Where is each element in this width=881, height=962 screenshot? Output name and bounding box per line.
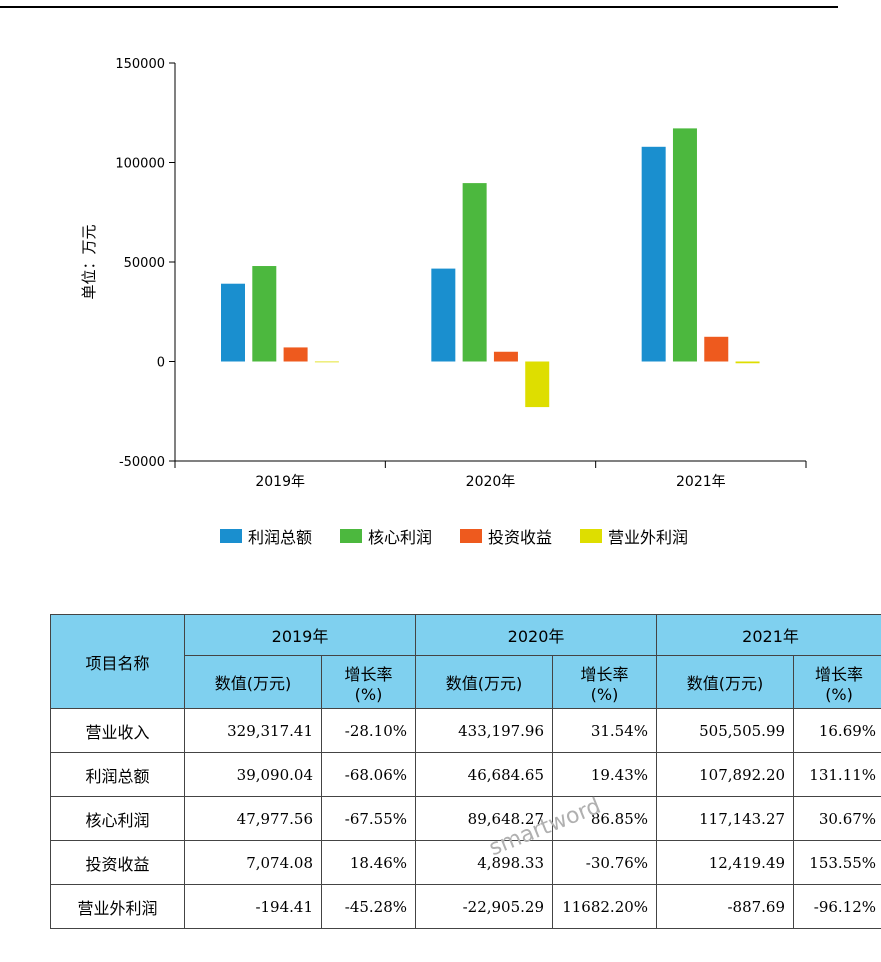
- legend-item: 核心利润: [340, 524, 432, 548]
- year-header: 2020年: [415, 614, 658, 656]
- growth-header: 增长率 (%): [552, 655, 658, 709]
- bar-1-2: [431, 268, 456, 362]
- y-tick-label: 100000: [115, 157, 165, 172]
- table-cell: -96.12%: [793, 884, 881, 929]
- table-row: 营业收入 329,317.41 -28.10% 433,197.96 31.54% 505…: [50, 708, 881, 753]
- table-cell: 7,074.08: [184, 840, 322, 885]
- legend-label: 核心利润: [368, 528, 433, 547]
- table-cell: 86.85%: [552, 796, 658, 841]
- table-cell: -28.10%: [320, 708, 417, 753]
- table-row: 利润总额 39,090.04 -68.06% 46,684.65 19.43% 107,8…: [50, 752, 881, 797]
- bar-2-2: [462, 183, 487, 362]
- legend-item: 利润总额: [220, 524, 312, 548]
- value-header: 数值(万元): [415, 655, 554, 709]
- row-label: 利润总额: [50, 752, 185, 797]
- table-cell: 153.55%: [793, 840, 881, 885]
- y-axis-label: 单位：万元: [80, 224, 98, 299]
- financial-data-table: 项目名称 2019年 2020年 2021年 数值(万元) 增长率 (%) 数值(…: [50, 614, 881, 929]
- data-table-wrapper: 项目名称 2019年 2020年 2021年 数值(万元) 增长率 (%) 数值(…: [50, 614, 881, 929]
- bar-3-3: [704, 336, 729, 362]
- legend-item: 营业外利润: [580, 524, 688, 548]
- legend-label: 投资收益: [488, 528, 553, 547]
- table-cell: -67.55%: [320, 796, 417, 841]
- table-cell: -30.76%: [552, 840, 658, 885]
- bar-3-1: [283, 347, 308, 362]
- table-cell: 47,977.56: [184, 796, 322, 841]
- bar-2-3: [672, 128, 697, 362]
- table-cell: 16.69%: [793, 708, 881, 753]
- table-cell: 39,090.04: [184, 752, 322, 797]
- year-header: 2021年: [656, 614, 881, 656]
- table-cell: 31.54%: [552, 708, 658, 753]
- row-label: 营业收入: [50, 708, 185, 753]
- x-tick-label: 2021年: [676, 474, 726, 490]
- y-tick-label: 50000: [124, 256, 165, 271]
- table-cell: -194.41: [184, 884, 322, 929]
- x-tick-label: 2019年: [255, 474, 305, 490]
- growth-header: 增长率 (%): [320, 655, 417, 709]
- legend-label: 利润总额: [248, 528, 313, 547]
- table-cell: -45.28%: [320, 884, 417, 929]
- bar-1-3: [641, 146, 666, 362]
- table-cell: -887.69: [656, 884, 795, 929]
- legend-swatch: [340, 529, 363, 543]
- table-cell: 12,419.49: [656, 840, 795, 885]
- table-cell: 505,505.99: [656, 708, 795, 753]
- year-header: 2019年: [183, 614, 417, 656]
- bar-1-1: [221, 283, 245, 362]
- chart-legend: 利润总额 核心利润 投资收益 营业外利润: [220, 524, 688, 548]
- table-row: 核心利润 47,977.56 -67.55% 89,648.27 86.85% 117,1…: [50, 796, 881, 841]
- y-tick-label: 0: [157, 356, 165, 371]
- bar-2-1: [252, 266, 277, 362]
- table-cell: 107,892.20: [656, 752, 795, 797]
- table-cell: 11682.20%: [552, 884, 658, 929]
- y-tick-label: 150000: [115, 57, 165, 72]
- row-label: 营业外利润: [50, 884, 185, 929]
- table-cell: 117,143.27: [656, 796, 795, 841]
- y-tick-label: -50000: [119, 455, 165, 470]
- legend-item: 投资收益: [460, 524, 552, 548]
- table-cell: 46,684.65: [415, 752, 554, 797]
- bar-4-3: [735, 361, 760, 364]
- table-row: 投资收益 7,074.08 18.46% 4,898.33 -30.76% 12,419.…: [50, 840, 881, 885]
- row-label: 投资收益: [50, 840, 185, 885]
- table-cell: 18.46%: [320, 840, 417, 885]
- value-header: 数值(万元): [184, 655, 322, 709]
- x-tick-label: 2020年: [466, 474, 516, 490]
- table-cell: 4,898.33: [415, 840, 554, 885]
- value-header: 数值(万元): [656, 655, 795, 709]
- table-cell: 19.43%: [552, 752, 658, 797]
- legend-swatch: [460, 529, 483, 543]
- bar-chart: -50000 0 50000 100000 150000 2019年 2020年 2021年 单…: [80, 57, 807, 490]
- legend-swatch: [220, 529, 242, 543]
- table-cell: 30.67%: [793, 796, 881, 841]
- bar-4-1: [314, 361, 339, 363]
- table-cell: 433,197.96: [415, 708, 554, 753]
- table-row: 营业外利润 -194.41 -45.28% -22,905.29 11682.20% -8…: [50, 884, 881, 929]
- table-cell: 329,317.41: [184, 708, 322, 753]
- table-cell: 89,648.27: [415, 796, 554, 841]
- bar-4-2: [525, 361, 550, 408]
- row-label: 核心利润: [50, 796, 185, 841]
- corner-header: 项目名称: [50, 614, 185, 709]
- table-cell: 131.11%: [793, 752, 881, 797]
- bar-3-2: [493, 351, 518, 362]
- legend-swatch: [580, 529, 603, 543]
- table-cell: -68.06%: [320, 752, 417, 797]
- top-rule: [0, 6, 838, 8]
- table-cell: -22,905.29: [415, 884, 554, 929]
- growth-header: 增长率 (%): [793, 655, 881, 709]
- legend-label: 营业外利润: [608, 528, 689, 547]
